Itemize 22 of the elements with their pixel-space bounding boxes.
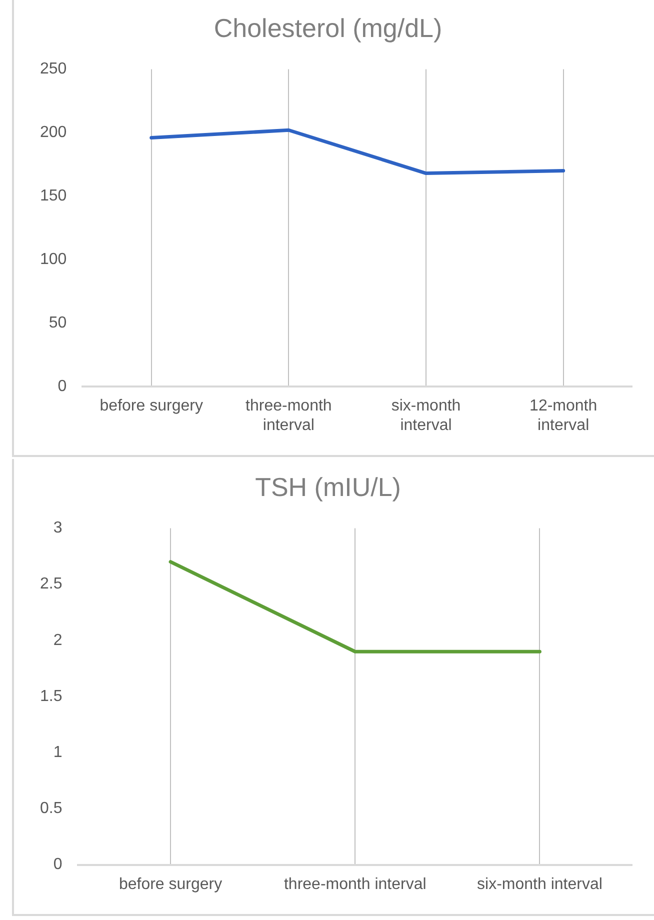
y-tick-label: 0 <box>58 378 67 396</box>
x-tick-label: three-month interval <box>284 876 426 893</box>
y-tick-label: 1.5 <box>40 688 62 705</box>
y-tick-label: 3 <box>53 520 62 537</box>
y-tick-label: 150 <box>40 188 67 205</box>
x-tick-label: three-month interval <box>246 398 332 434</box>
y-tick-label: 100 <box>40 251 67 268</box>
y-tick-label: 50 <box>48 314 67 332</box>
y-tick-label: 250 <box>40 60 67 78</box>
x-tick-label: before surgery <box>118 876 222 893</box>
y-tick-label: 0 <box>53 856 62 874</box>
x-tick-label: before surgery <box>100 398 203 415</box>
x-tick-label: 12-month interval <box>530 398 598 434</box>
y-tick-label: 1 <box>53 744 62 762</box>
y-tick-label: 200 <box>40 124 67 142</box>
y-tick-label: 2.5 <box>40 576 62 593</box>
x-tick-label: six-month interval <box>477 876 602 893</box>
chart-title: TSH (mIU/L) <box>255 472 401 502</box>
y-tick-label: 2 <box>53 632 62 649</box>
y-tick-label: 0.5 <box>40 800 62 818</box>
x-tick-label: six-month interval <box>391 398 461 434</box>
chart-title: Cholesterol (mg/dL) <box>214 12 442 43</box>
